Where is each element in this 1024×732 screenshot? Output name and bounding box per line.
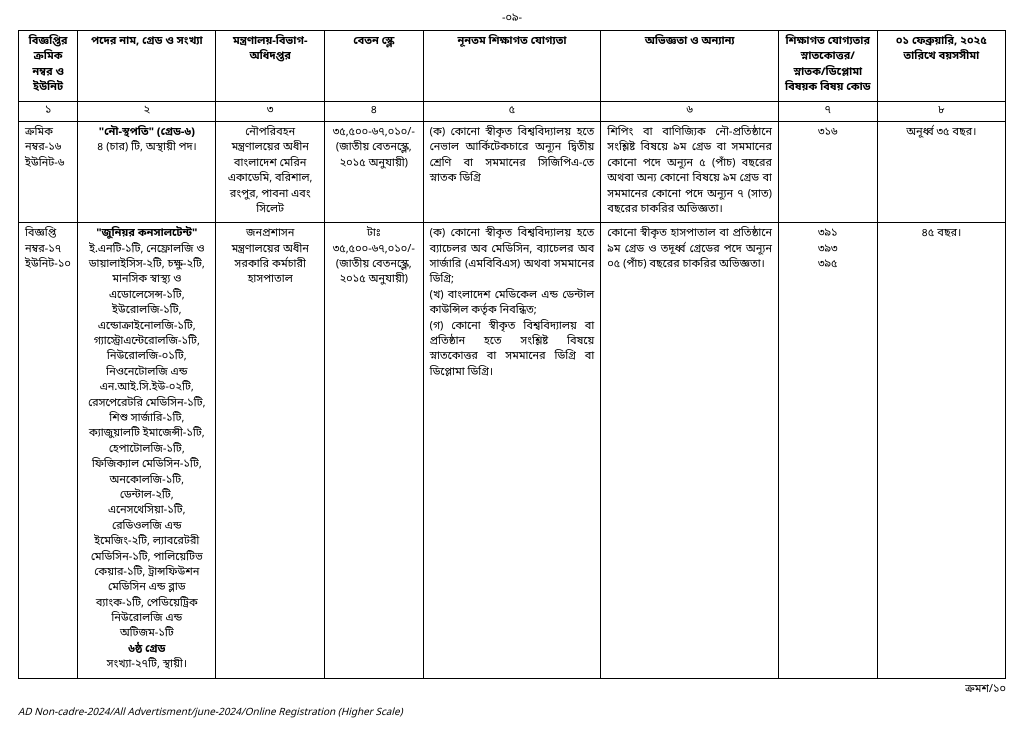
table-row: বিজ্ঞপ্তি নম্বর-১৭ ইউনিট-১০ "জুনিয়র কনস… <box>19 223 1006 678</box>
header-education: নূনতম শিক্ষাগত যোগ্যতা <box>423 31 601 102</box>
header-experience: অভিজ্ঞতা ও অন্যান্য <box>601 31 779 102</box>
cell-ministry: নৌপরিবহন মন্ত্রণালয়ের অধীন বাংলাদেশ মের… <box>216 121 325 222</box>
cell-post: "নৌ-স্থপতি" (গ্রেড-৬) ৪ (চার) টি, অস্থায… <box>78 121 216 222</box>
colnum-5: ৫ <box>423 101 601 121</box>
page-number: -০৯- <box>18 12 1006 26</box>
cell-serial: বিজ্ঞপ্তি নম্বর-১৭ ইউনিট-১০ <box>19 223 78 678</box>
cell-experience: কোনো স্বীকৃত হাসপাতাল বা প্রতিষ্ঠানে ৯ম … <box>601 223 779 678</box>
header-ministry: মন্ত্রণালয়-বিভাগ-অধিদপ্তর <box>216 31 325 102</box>
notice-table: বিজ্ঞপ্তির ক্রমিক নম্বর ও ইউনিট পদের নাম… <box>18 30 1006 679</box>
colnum-3: ৩ <box>216 101 325 121</box>
post-detail: ৪ (চার) টি, অস্থায়ী পদ। <box>97 141 197 155</box>
colnum-4: ৪ <box>324 101 423 121</box>
post-grade: ৬ষ্ঠ গ্রেড <box>128 643 165 657</box>
colnum-8: ৮ <box>877 101 1005 121</box>
header-serial: বিজ্ঞপ্তির ক্রমিক নম্বর ও ইউনিট <box>19 31 78 102</box>
colnum-7: ৭ <box>778 101 877 121</box>
cell-agelimit: ৪৫ বছর। <box>877 223 1005 678</box>
cell-payscale: টাঃ ৩৫,৫০০-৬৭,০১০/- (জাতীয় বেতনস্কেল, ২… <box>324 223 423 678</box>
cell-agelimit: অনূর্ধ্ব ৩৫ বছর। <box>877 121 1005 222</box>
cell-ministry: জনপ্রশাসন মন্ত্রণালয়ের অধীন সরকারি কর্ম… <box>216 223 325 678</box>
cell-experience: শিপিং বা বাণিজ্যিক নৌ-প্রতিষ্ঠানে সংশ্লি… <box>601 121 779 222</box>
post-count: সংখ্যা-২৭টি, স্থায়ী। <box>107 658 187 672</box>
header-post: পদের নাম, গ্রেড ও সংখ্যা <box>78 31 216 102</box>
header-subjectcode: শিক্ষাগত যোগ্যতার স্নাতকোত্তর/স্নাতক/ডিপ… <box>778 31 877 102</box>
header-row: বিজ্ঞপ্তির ক্রমিক নম্বর ও ইউনিট পদের নাম… <box>19 31 1006 102</box>
footer-continuation: ক্রমশ/১০ <box>18 683 1006 697</box>
header-payscale: বেতন স্কেল <box>324 31 423 102</box>
cell-subjectcode: ৩৯১৩৯৩৩৯৫ <box>778 223 877 678</box>
colnum-6: ৬ <box>601 101 779 121</box>
cell-serial: ক্রমিক নম্বর-১৬ ইউনিট-৬ <box>19 121 78 222</box>
post-list: ই.এনটি-১টি, নেফ্রোলজি ও ডায়ালাইসিস-২টি,… <box>88 243 205 642</box>
header-agelimit: ০১ ফেব্রুয়ারি, ২০২৫ তারিখে বয়সসীমা <box>877 31 1005 102</box>
cell-education: (ক) কোনো স্বীকৃত বিশ্ববিদ্যালয় হতে ব্যা… <box>423 223 601 678</box>
colnum-2: ২ <box>78 101 216 121</box>
cell-education: (ক) কোনো স্বীকৃত বিশ্ববিদ্যালয় হতে নেভা… <box>423 121 601 222</box>
cell-payscale: ৩৫,৫০০-৬৭,০১০/- (জাতীয় বেতনস্কেল, ২০১৫ … <box>324 121 423 222</box>
cell-subjectcode: ৩১৬ <box>778 121 877 222</box>
column-number-row: ১ ২ ৩ ৪ ৫ ৬ ৭ ৮ <box>19 101 1006 121</box>
cell-post: "জুনিয়র কনসালটেন্ট" ই.এনটি-১টি, নেফ্রোল… <box>78 223 216 678</box>
post-title: "নৌ-স্থপতি" (গ্রেড-৬) <box>99 126 195 140</box>
colnum-1: ১ <box>19 101 78 121</box>
footer-reference: AD Non-cadre-2024/All Advertisment/june-… <box>18 707 1006 720</box>
post-title: "জুনিয়র কনসালটেন্ট" <box>96 227 197 241</box>
table-row: ক্রমিক নম্বর-১৬ ইউনিট-৬ "নৌ-স্থপতি" (গ্র… <box>19 121 1006 222</box>
